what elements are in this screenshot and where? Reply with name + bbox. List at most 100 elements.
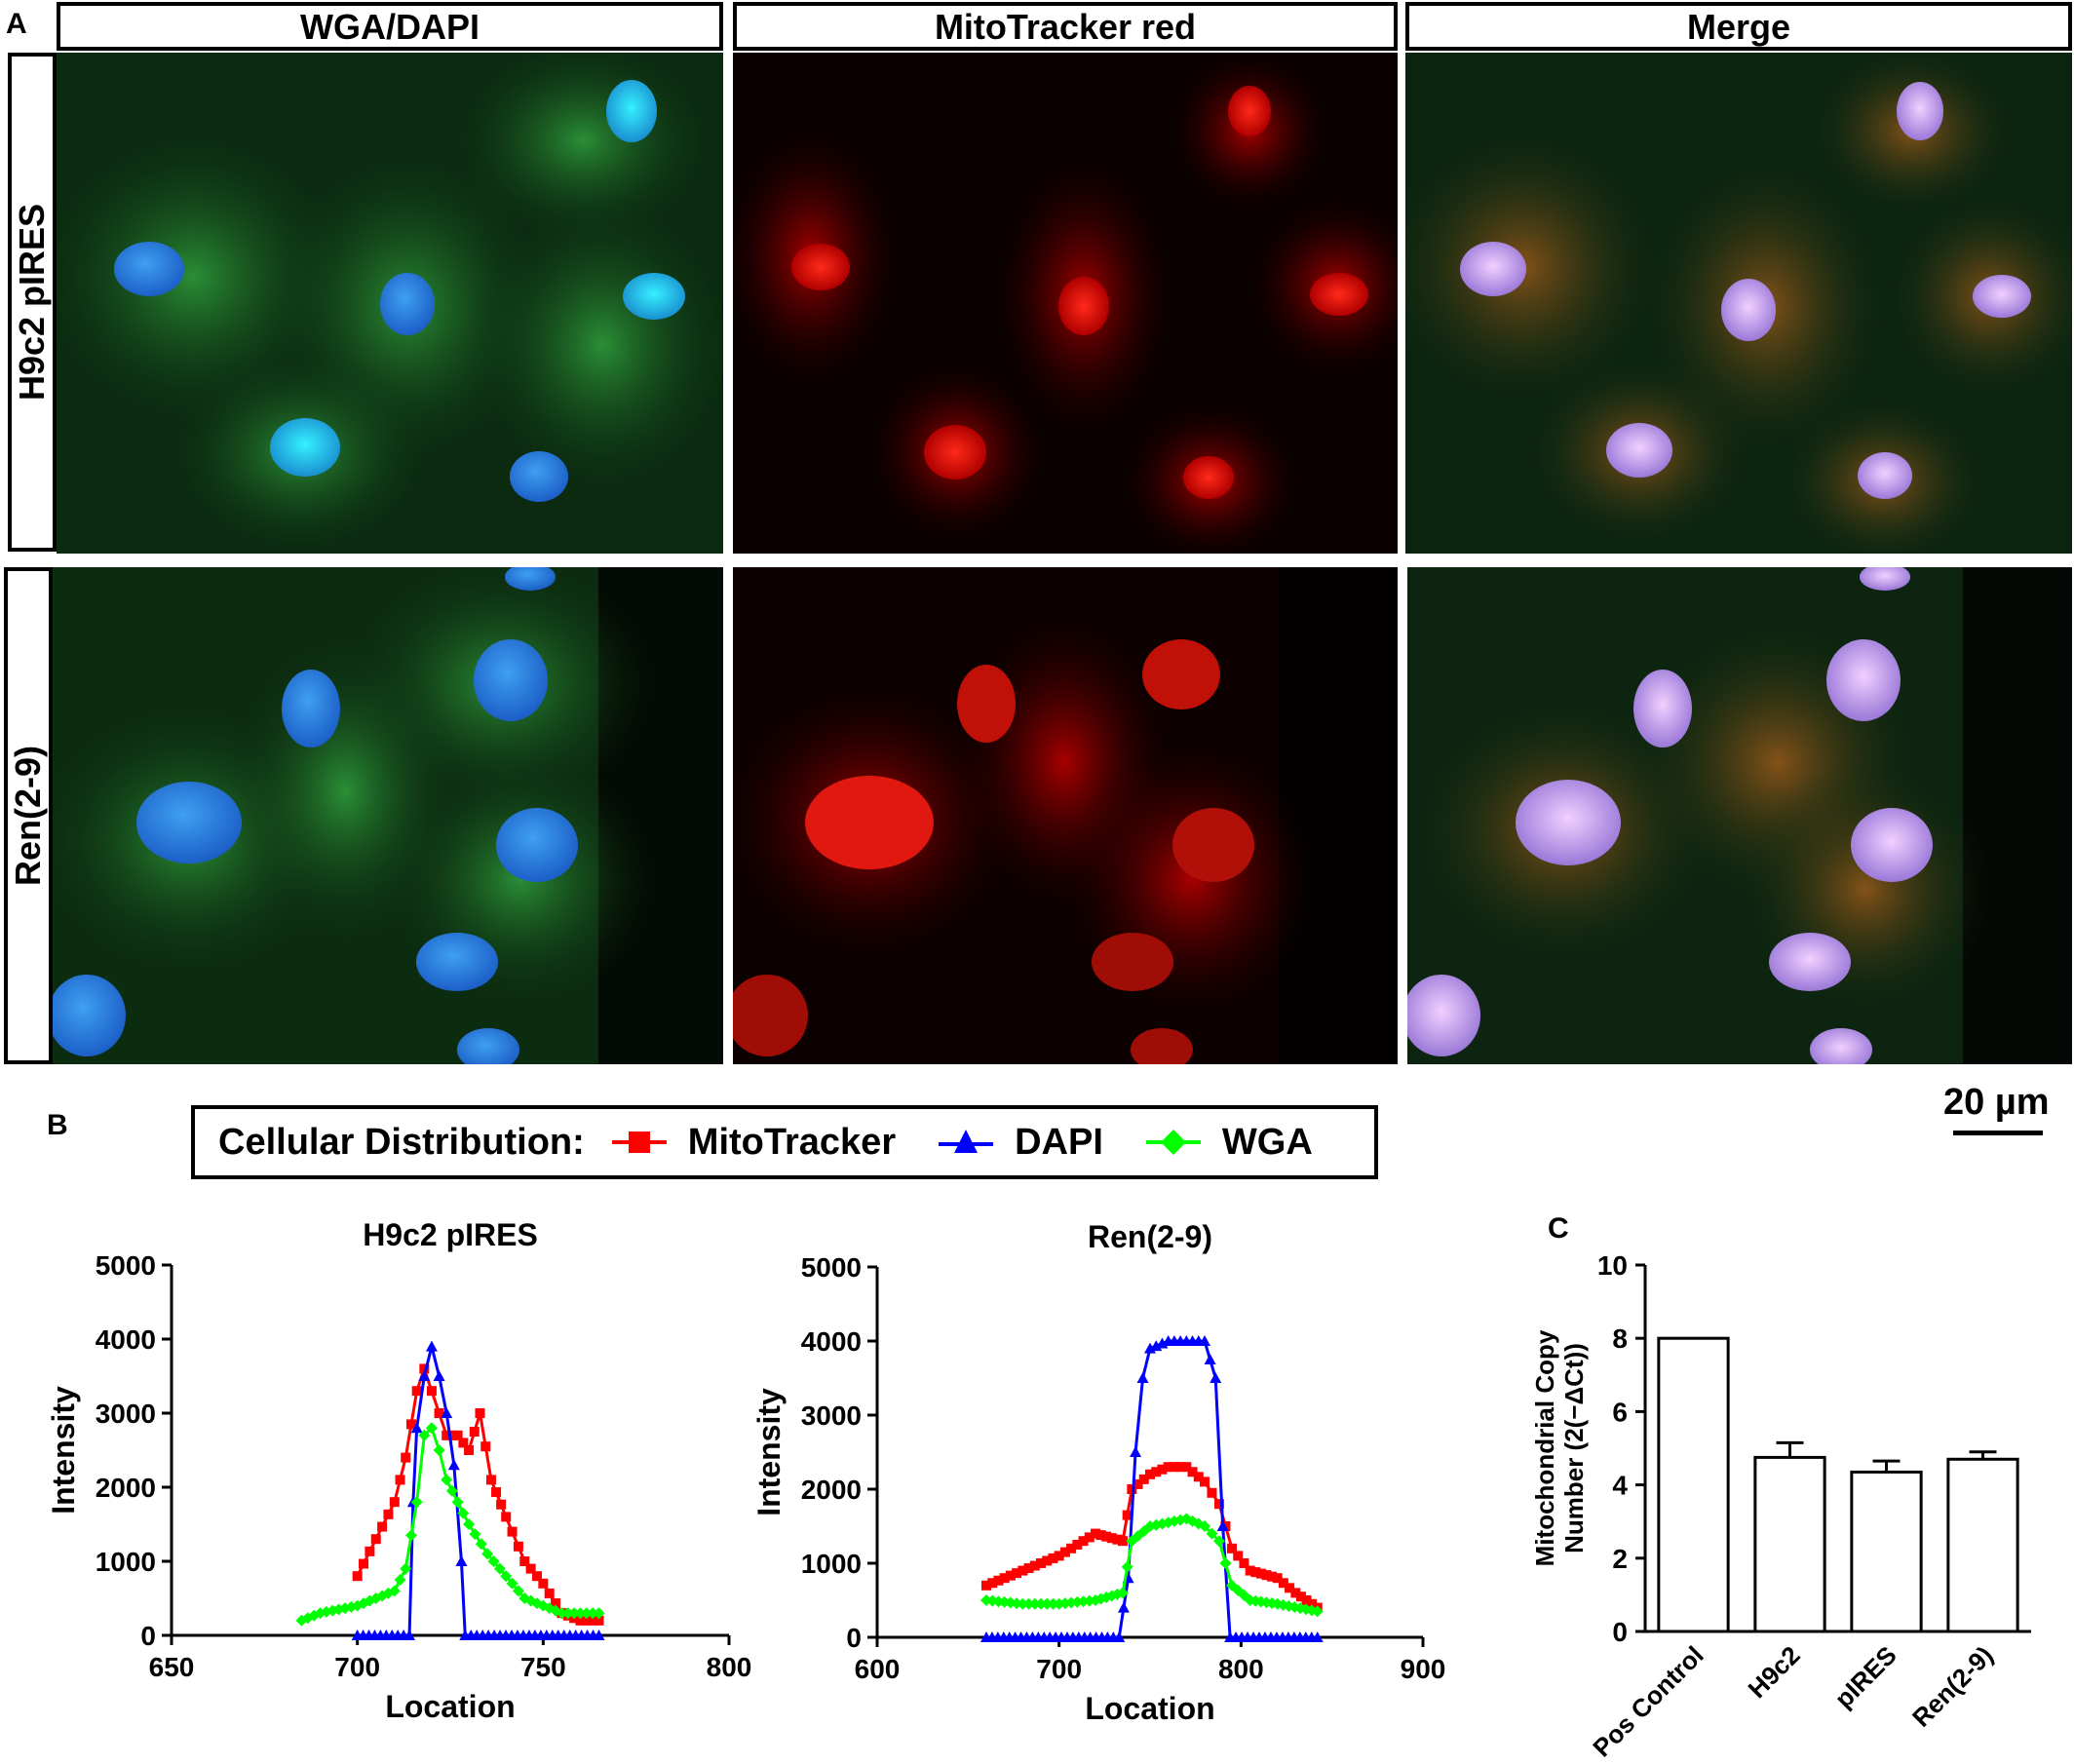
legend-item-wga: WGA (1145, 1121, 1313, 1164)
data-point (1084, 1532, 1095, 1543)
x-tick-label: 750 (520, 1652, 566, 1682)
data-point (1130, 1446, 1142, 1457)
data-point (1078, 1536, 1089, 1547)
data-point (491, 1487, 502, 1498)
x-tick-label: 700 (334, 1652, 380, 1682)
data-point (1204, 1354, 1216, 1364)
data-point (441, 1407, 453, 1418)
data-point (1091, 1528, 1100, 1539)
data-point (410, 1496, 423, 1509)
data-point (512, 1585, 524, 1597)
data-point (1072, 1540, 1083, 1550)
bar (1946, 1457, 2019, 1633)
data-point (987, 1578, 998, 1589)
series-wga (295, 1422, 605, 1627)
data-point (1022, 1597, 1035, 1610)
data-point (1036, 1558, 1046, 1568)
y-tick-label: 3000 (96, 1399, 156, 1429)
data-point (1307, 1598, 1318, 1609)
data-point (1157, 1464, 1168, 1475)
legend-item-mitotracker: MitoTracker (611, 1122, 896, 1164)
legend-label: DAPI (1015, 1121, 1103, 1163)
data-point (1278, 1578, 1288, 1589)
legend: Cellular Distribution: MitoTracker DAPI … (191, 1105, 1378, 1179)
data-point (561, 1607, 574, 1620)
data-point (383, 1509, 394, 1519)
data-point (1199, 1335, 1210, 1346)
data-point (434, 1408, 444, 1418)
data-point (301, 1612, 314, 1625)
data-point (445, 1484, 458, 1497)
data-point (480, 1441, 491, 1452)
data-point (389, 1497, 400, 1508)
legend-label: WGA (1221, 1121, 1313, 1163)
data-point (388, 1585, 401, 1597)
data-point (487, 1555, 500, 1567)
data-point (1186, 1515, 1199, 1527)
legend-prefix: Cellular Distribution: (218, 1121, 585, 1163)
data-point (433, 1370, 445, 1381)
x-tick-label: Pos Control (1587, 1640, 1709, 1762)
data-point (458, 1438, 469, 1448)
data-point (359, 1558, 369, 1569)
x-tick-label: H9c2 (1743, 1640, 1806, 1704)
column-header-wga-dapi: WGA/DAPI (57, 2, 723, 51)
data-point (447, 1459, 460, 1471)
data-point (493, 1562, 506, 1575)
series-line (356, 1363, 599, 1623)
data-point (457, 1507, 470, 1519)
scale-bar (1953, 1131, 2043, 1135)
data-point (1042, 1555, 1053, 1566)
data-point (1233, 1551, 1244, 1561)
data-point (1290, 1588, 1301, 1598)
data-point (1266, 1597, 1279, 1610)
legend-item-dapi: DAPI (939, 1122, 1103, 1164)
y-tick-label: 5000 (96, 1250, 156, 1281)
data-point (593, 1607, 605, 1620)
data-point (1066, 1543, 1077, 1553)
x-axis-label: Location (385, 1689, 515, 1724)
data-point (593, 1630, 605, 1640)
data-point (1200, 1476, 1210, 1487)
data-point (538, 1578, 549, 1589)
y-axis-label: Intensity (751, 1388, 787, 1516)
data-point (1239, 1558, 1249, 1568)
data-point (1187, 1467, 1198, 1477)
y-tick-label: 0 (846, 1623, 862, 1653)
data-point (1272, 1573, 1283, 1584)
data-point (1305, 1604, 1318, 1617)
data-point (1126, 1535, 1138, 1548)
micrograph-wga-dapi-pires (57, 53, 723, 554)
data-point (365, 1546, 375, 1556)
data-point (1122, 1510, 1133, 1520)
data-point (403, 1630, 416, 1640)
data-point (394, 1574, 406, 1586)
y-tick-label: 4 (1612, 1471, 1628, 1501)
data-point (1261, 1570, 1272, 1581)
data-point (506, 1577, 518, 1590)
data-point (1301, 1595, 1312, 1605)
series-line (986, 1339, 1318, 1639)
y-tick-label: 2000 (801, 1475, 862, 1505)
data-point (425, 1422, 438, 1435)
data-point (370, 1534, 381, 1545)
data-point (1162, 1516, 1174, 1529)
y-tick-label: 2000 (96, 1473, 156, 1503)
data-point (513, 1541, 523, 1552)
data-point (1005, 1570, 1016, 1581)
line-chart-h9c2-pires: H9c2 pIRES 0 1000 2000 3000 4000 5000 650 700 750… (46, 1218, 751, 1724)
data-point (1216, 1520, 1229, 1531)
x-tick-label: 650 (149, 1652, 195, 1682)
data-point (464, 1445, 475, 1455)
series-dapi (351, 1340, 605, 1640)
data-point (1132, 1530, 1144, 1543)
data-point (574, 1607, 587, 1620)
data-point (452, 1430, 463, 1440)
x-tick-label: pIRES (1828, 1640, 1901, 1713)
data-point (410, 1422, 423, 1434)
data-point (1245, 1565, 1255, 1576)
data-point (1213, 1499, 1224, 1510)
data-point (1083, 1594, 1095, 1607)
data-point (1193, 1472, 1204, 1482)
data-point (1095, 1530, 1106, 1541)
